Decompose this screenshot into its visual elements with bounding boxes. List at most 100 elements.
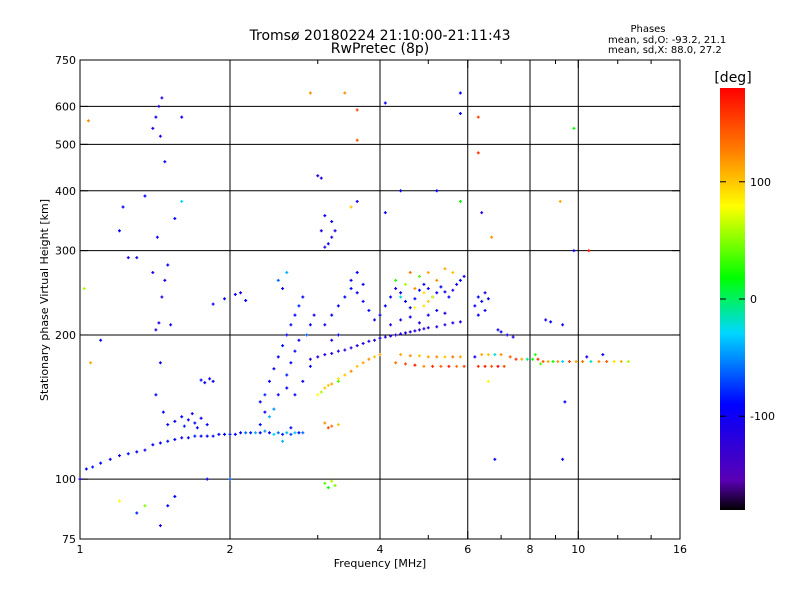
- data-point: [186, 436, 190, 440]
- data-point: [151, 271, 155, 275]
- data-point: [84, 467, 88, 471]
- data-point: [511, 335, 515, 339]
- data-point: [117, 454, 121, 458]
- data-point: [117, 229, 121, 233]
- data-point: [426, 299, 430, 303]
- data-point: [581, 360, 585, 364]
- data-point: [223, 432, 227, 436]
- data-point: [536, 357, 540, 361]
- x-tick-label: 4: [377, 543, 384, 556]
- data-point: [330, 351, 334, 355]
- data-point: [502, 364, 506, 368]
- data-point: [135, 450, 139, 454]
- data-point: [378, 313, 382, 317]
- data-point: [563, 400, 567, 404]
- data-point: [389, 323, 393, 327]
- data-point: [451, 355, 455, 359]
- data-point: [408, 315, 412, 319]
- data-point: [458, 355, 462, 359]
- data-point: [355, 199, 359, 203]
- data-point: [293, 313, 297, 317]
- data-point: [476, 295, 480, 299]
- data-point: [447, 364, 451, 368]
- stats-o-mode: mean, sd,O: -93.2, 21.1: [608, 35, 726, 46]
- data-point: [308, 323, 312, 327]
- y-tick-label: 100: [55, 473, 76, 486]
- data-point: [82, 287, 86, 291]
- data-point: [496, 364, 500, 368]
- data-point: [417, 288, 421, 292]
- data-point: [239, 291, 243, 295]
- data-point: [228, 432, 232, 436]
- data-point: [574, 360, 578, 364]
- data-point: [330, 220, 334, 224]
- data-point: [89, 361, 93, 365]
- data-point: [263, 393, 267, 397]
- y-tick-label: 600: [55, 100, 76, 113]
- data-point: [431, 295, 435, 299]
- colorbar-tick-label: 100: [750, 176, 771, 189]
- data-point: [333, 483, 337, 487]
- data-point: [619, 360, 623, 364]
- data-point: [408, 330, 412, 334]
- data-point: [355, 271, 359, 275]
- data-point: [373, 318, 377, 322]
- data-point: [394, 333, 398, 337]
- data-point: [422, 327, 426, 331]
- data-point: [520, 357, 524, 361]
- data-point: [403, 331, 407, 335]
- data-point: [514, 357, 518, 361]
- data-point: [413, 363, 417, 367]
- data-point: [349, 278, 353, 282]
- data-point: [169, 323, 173, 327]
- data-point: [367, 308, 371, 312]
- data-point: [417, 328, 421, 332]
- data-point: [343, 348, 347, 352]
- data-point: [258, 400, 262, 404]
- data-point: [319, 229, 323, 233]
- data-point: [435, 291, 439, 295]
- grid-lines: [80, 60, 680, 539]
- data-point: [86, 119, 90, 123]
- data-point: [155, 235, 159, 239]
- data-point: [451, 288, 455, 292]
- data-point: [476, 364, 480, 368]
- data-point: [561, 360, 565, 364]
- data-point: [455, 282, 459, 286]
- data-point: [378, 336, 382, 340]
- data-point: [233, 432, 237, 436]
- data-point: [308, 357, 312, 361]
- data-point: [301, 295, 305, 299]
- data-point: [180, 199, 184, 203]
- data-point: [154, 115, 158, 119]
- data-point: [330, 313, 334, 317]
- data-point: [483, 308, 487, 312]
- data-points: [78, 91, 630, 528]
- data-point: [326, 486, 330, 490]
- data-point: [285, 386, 289, 390]
- data-point: [326, 426, 330, 430]
- data-point: [399, 295, 403, 299]
- data-point: [426, 313, 430, 317]
- axis-ticks: 1 2 4 6 8 10 16 75 100 200 300 400 500 600 750: [55, 54, 687, 556]
- data-point: [361, 282, 365, 286]
- data-point: [443, 267, 447, 271]
- data-point: [195, 426, 199, 430]
- data-point: [330, 382, 334, 386]
- data-point: [163, 160, 167, 164]
- data-point: [190, 412, 194, 416]
- data-point: [308, 91, 312, 95]
- data-point: [394, 287, 398, 291]
- data-point: [422, 364, 426, 368]
- data-point: [272, 367, 276, 371]
- data-point: [160, 96, 164, 100]
- data-point: [443, 323, 447, 327]
- data-point: [349, 346, 353, 350]
- data-point: [180, 415, 184, 419]
- data-point: [458, 278, 462, 282]
- x-tick-label: 2: [227, 543, 234, 556]
- data-point: [78, 477, 82, 481]
- data-point: [319, 176, 323, 180]
- stats-x-mode: mean, sd,X: 88.0, 27.2: [608, 45, 722, 56]
- data-point: [572, 249, 576, 253]
